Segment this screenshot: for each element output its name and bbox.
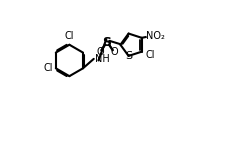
Text: NO₂: NO₂ xyxy=(146,31,165,41)
Text: Cl: Cl xyxy=(43,63,53,73)
Text: O: O xyxy=(96,47,104,57)
Text: S: S xyxy=(125,51,132,61)
Text: Cl: Cl xyxy=(65,31,74,41)
Text: Cl: Cl xyxy=(146,50,155,60)
Text: O: O xyxy=(110,47,118,57)
Text: NH: NH xyxy=(95,54,109,64)
Text: S: S xyxy=(103,36,112,49)
